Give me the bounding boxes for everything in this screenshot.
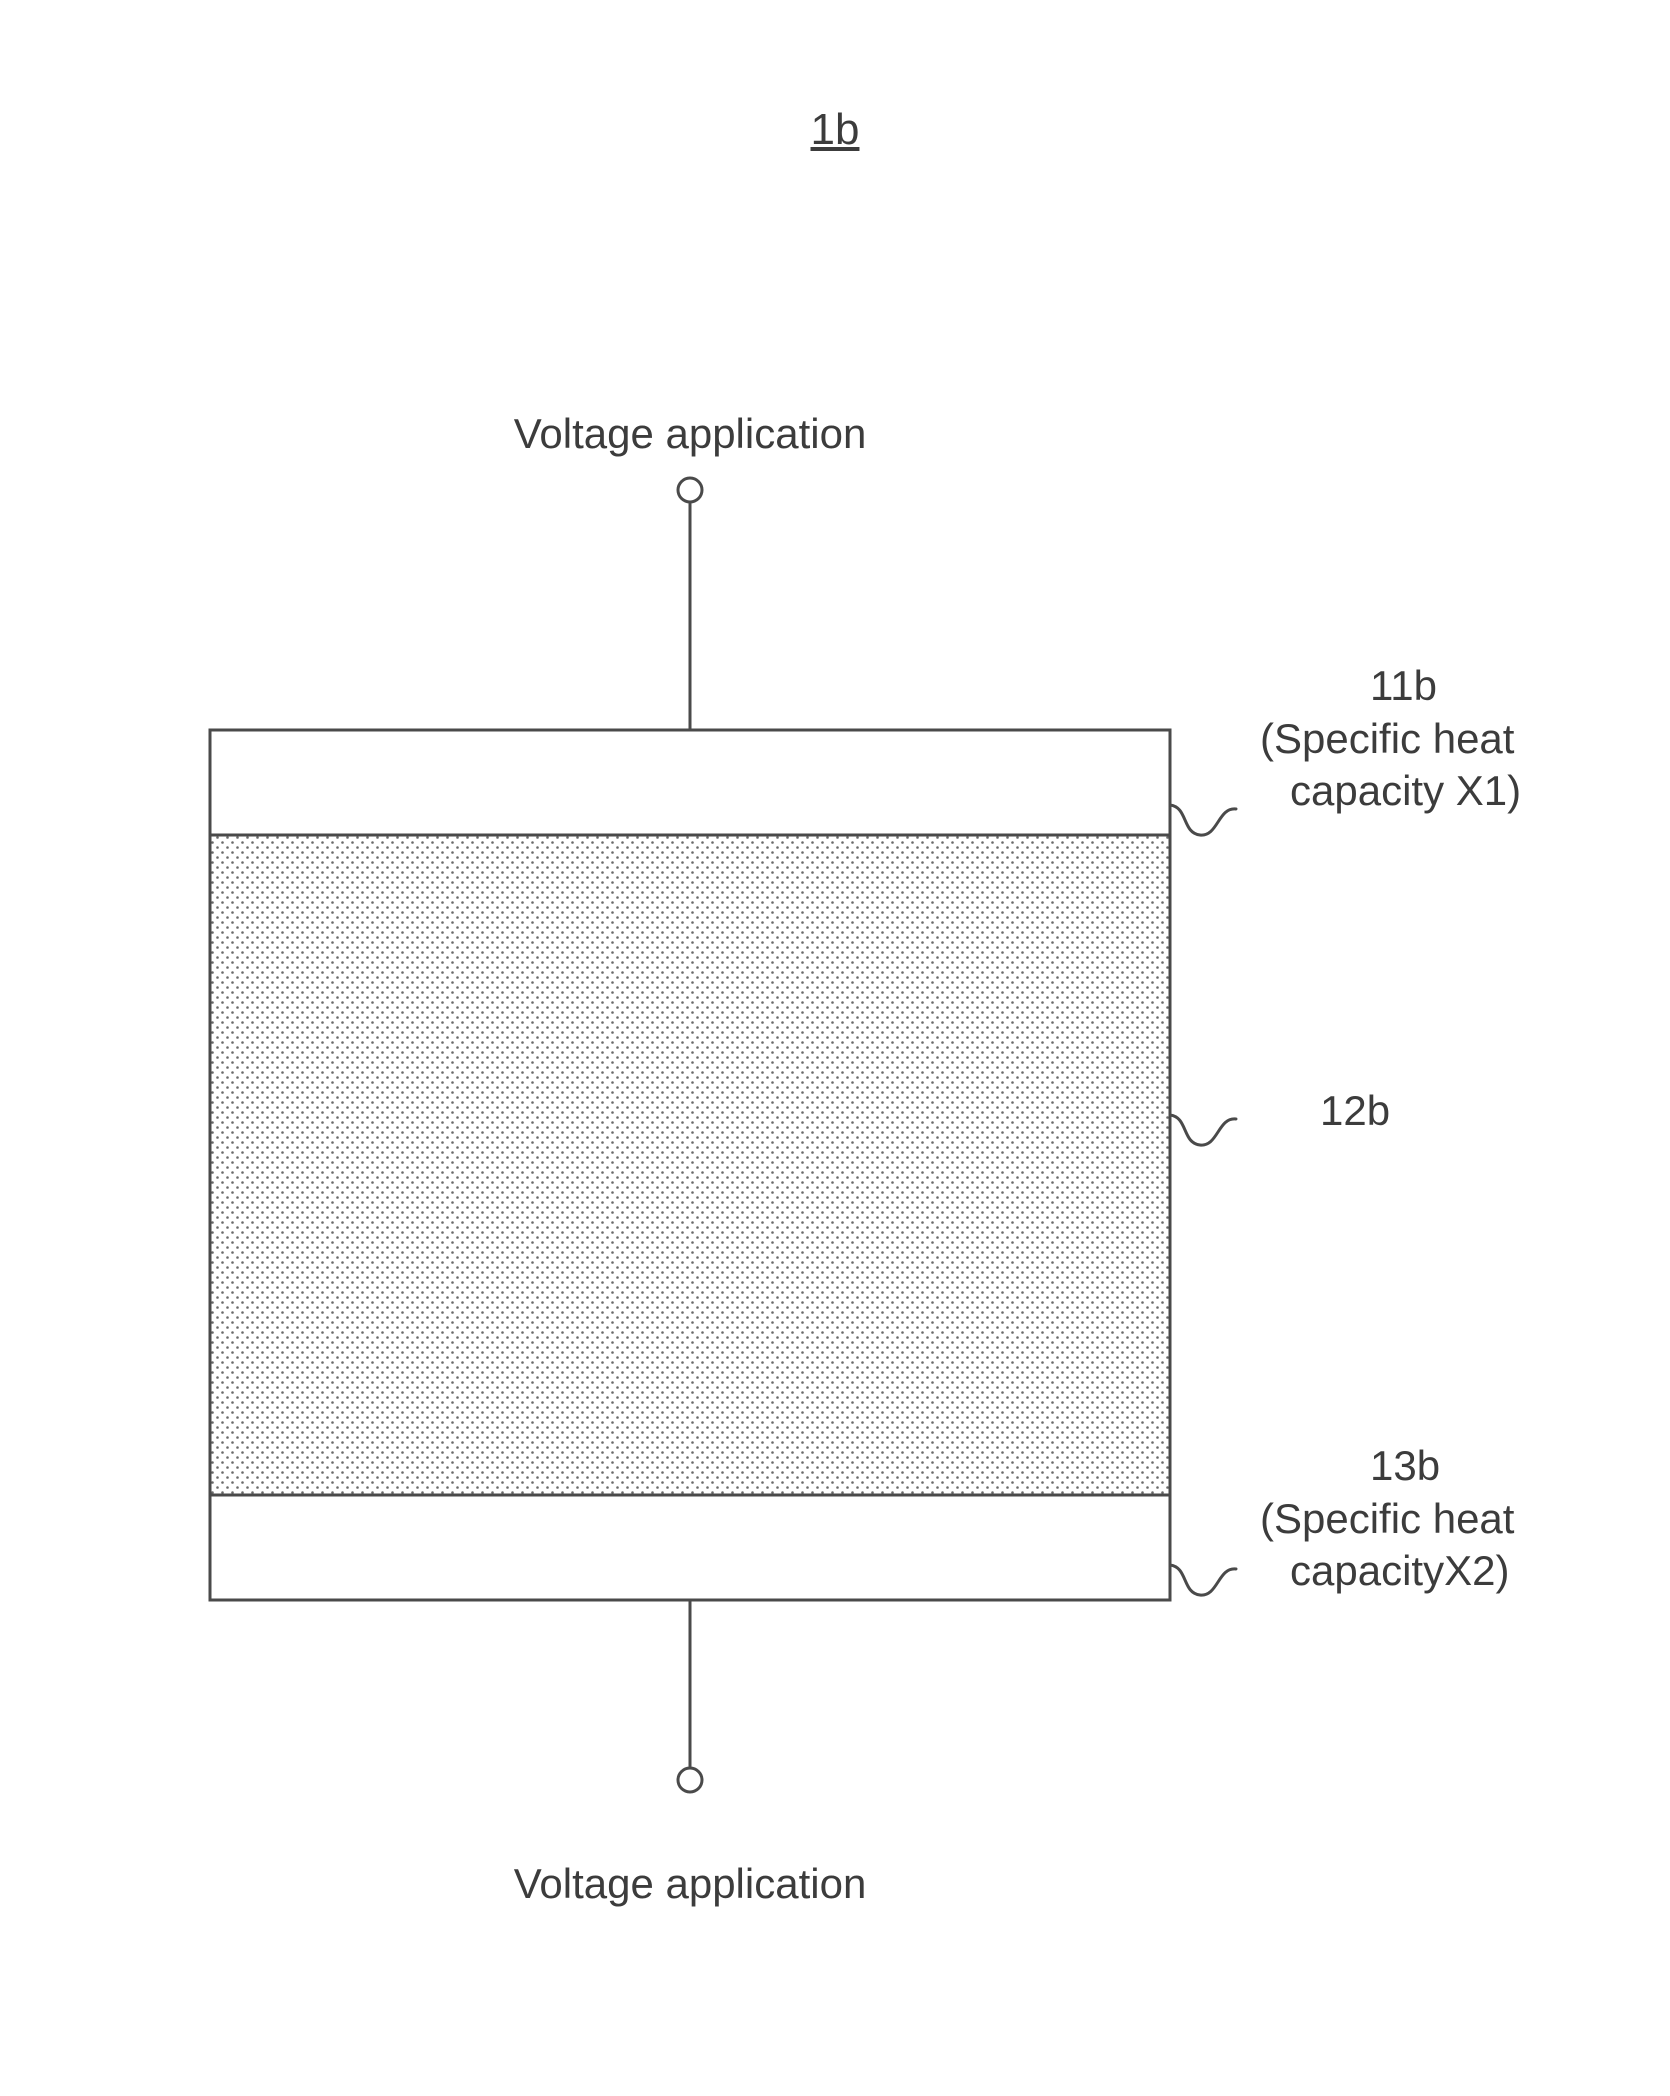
- label-13b-line3: capacityX2): [1260, 1545, 1640, 1598]
- label-12b-line1: 12b: [1260, 1085, 1640, 1138]
- label-13b: 13b(Specific heatcapacityX2): [1260, 1440, 1640, 1598]
- label-11b-line3: capacity X1): [1260, 765, 1640, 818]
- label-11b-line1: 11b: [1260, 660, 1640, 713]
- label-11b: 11b(Specific heatcapacity X1): [1260, 660, 1640, 818]
- leader-11b: [1170, 805, 1236, 835]
- figure-title: 1b: [0, 105, 1670, 155]
- voltage-top-label: Voltage application: [440, 410, 940, 458]
- label-13b-line2: (Specific heat: [1260, 1493, 1640, 1546]
- layer-12b: [210, 835, 1170, 1495]
- label-13b-line1: 13b: [1260, 1440, 1640, 1493]
- terminal-top: [678, 478, 702, 502]
- terminal-bottom: [678, 1768, 702, 1792]
- diagram-svg: [0, 0, 1670, 2096]
- label-12b: 12b: [1260, 1085, 1640, 1138]
- voltage-bottom-label: Voltage application: [440, 1860, 940, 1908]
- leader-12b: [1170, 1115, 1236, 1145]
- label-11b-line2: (Specific heat: [1260, 713, 1640, 766]
- leader-13b: [1170, 1565, 1236, 1595]
